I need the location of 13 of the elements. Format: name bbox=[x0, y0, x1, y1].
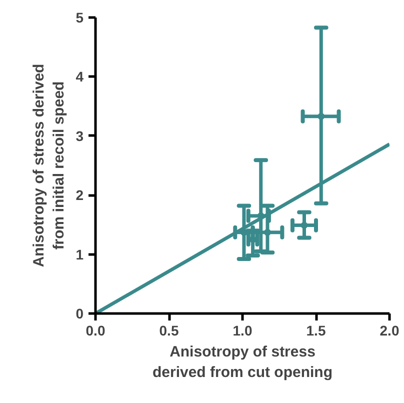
x-tick-label: 0.5 bbox=[159, 322, 179, 338]
y-axis-title: Anisotropy of stress derived from initial recoil speed bbox=[30, 64, 68, 268]
y-tick-label: 0 bbox=[76, 306, 84, 322]
y-tick-label: 5 bbox=[76, 10, 84, 26]
x-tick-label: 1.5 bbox=[306, 322, 326, 338]
y-tick-label: 4 bbox=[76, 68, 84, 85]
x-tick-label: 2.0 bbox=[380, 322, 400, 338]
x-tick-label: 0.0 bbox=[86, 322, 106, 338]
y-tick-label: 3 bbox=[76, 128, 84, 144]
x-tick-label: 1.0 bbox=[232, 322, 252, 338]
y-tick-label: 1 bbox=[76, 246, 84, 262]
x-axis-title: Anisotropy of stress derived from cut opening bbox=[152, 344, 333, 381]
y-tick-label: 2 bbox=[76, 187, 84, 204]
